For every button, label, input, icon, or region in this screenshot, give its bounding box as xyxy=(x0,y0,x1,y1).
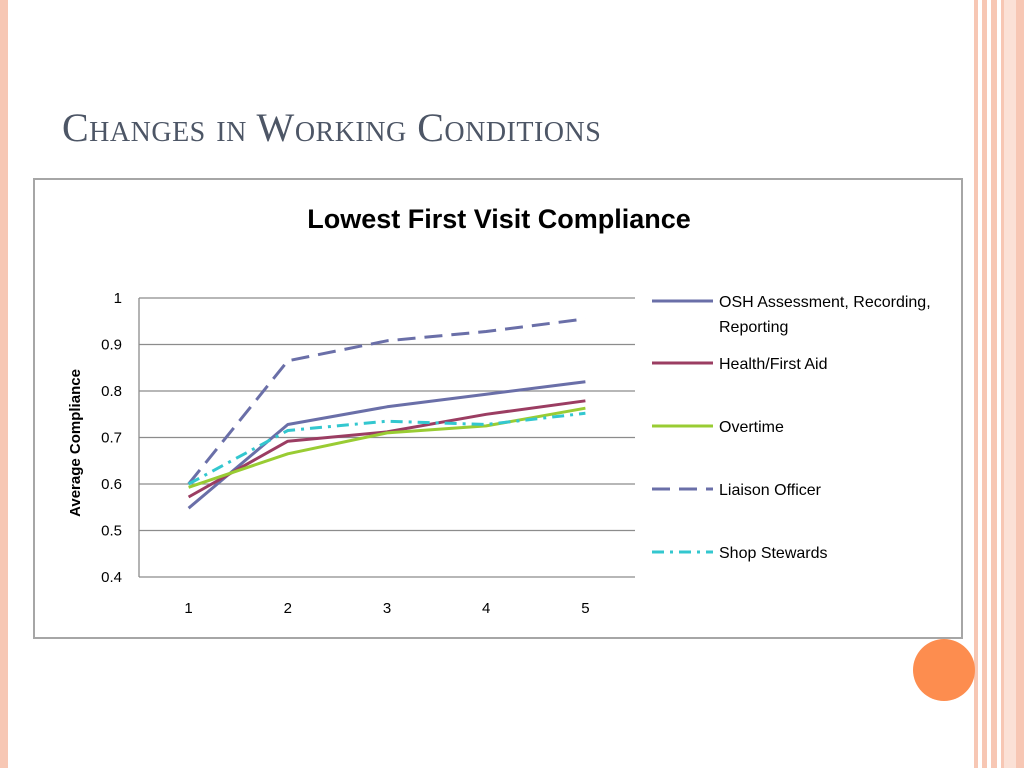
series-line xyxy=(187,399,586,499)
left-border-decoration xyxy=(0,0,8,768)
legend-label: Liaison Officer xyxy=(719,482,822,499)
x-tick-label: 3 xyxy=(383,600,391,617)
next-slide-button[interactable] xyxy=(913,639,975,701)
y-tick-label: 0.4 xyxy=(101,569,122,586)
legend-label: OSH Assessment, Recording, Reporting xyxy=(719,294,931,336)
gridlines xyxy=(138,297,635,578)
y-tick-label: 1 xyxy=(114,290,122,307)
legend-label: Health/First Aid xyxy=(719,356,827,373)
series-line xyxy=(187,317,586,485)
slide-title: Changes in Working Conditions xyxy=(62,105,602,150)
y-tick-label: 0.7 xyxy=(101,430,122,447)
y-tick-label: 0.5 xyxy=(101,523,122,540)
x-tick-label: 5 xyxy=(581,600,589,617)
line-chart: Lowest First Visit Compliance Average Co… xyxy=(67,204,931,617)
legend: OSH Assessment, Recording, Reporting Healt… xyxy=(652,294,931,562)
y-axis-label: Average Compliance xyxy=(67,369,84,517)
y-tick-label: 0.9 xyxy=(101,337,122,354)
chart-frame: Lowest First Visit Compliance Average Co… xyxy=(33,178,963,639)
series-line xyxy=(187,411,586,486)
series-line xyxy=(187,380,586,510)
legend-label: Shop Stewards xyxy=(719,545,828,562)
y-tick-label: 0.6 xyxy=(101,476,122,493)
series-lines xyxy=(187,317,586,510)
legend-label: Overtime xyxy=(719,419,784,436)
tick-labels: 0.4 0.5 0.6 0.7 0.8 0.9 1 1 2 3 4 5 xyxy=(101,290,589,617)
x-tick-label: 1 xyxy=(184,600,192,617)
x-tick-label: 2 xyxy=(284,600,292,617)
y-tick-label: 0.8 xyxy=(101,383,122,400)
right-stripes-decoration xyxy=(974,0,1024,768)
x-tick-label: 4 xyxy=(482,600,490,617)
chart-title: Lowest First Visit Compliance xyxy=(307,204,691,234)
